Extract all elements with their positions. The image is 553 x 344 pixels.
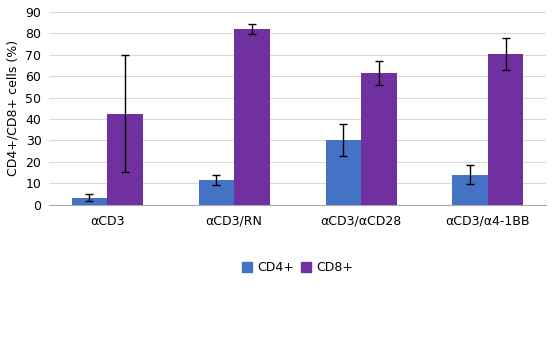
Bar — [361, 73, 397, 205]
Bar — [107, 114, 143, 205]
Y-axis label: CD4+/CD8+ cells (%): CD4+/CD8+ cells (%) — [7, 40, 20, 176]
Legend: CD4+, CD8+: CD4+, CD8+ — [237, 256, 358, 279]
Bar — [488, 54, 524, 205]
Bar — [234, 29, 270, 205]
Bar — [199, 180, 234, 205]
Bar — [452, 174, 488, 205]
Bar — [72, 198, 107, 205]
Bar — [326, 140, 361, 205]
